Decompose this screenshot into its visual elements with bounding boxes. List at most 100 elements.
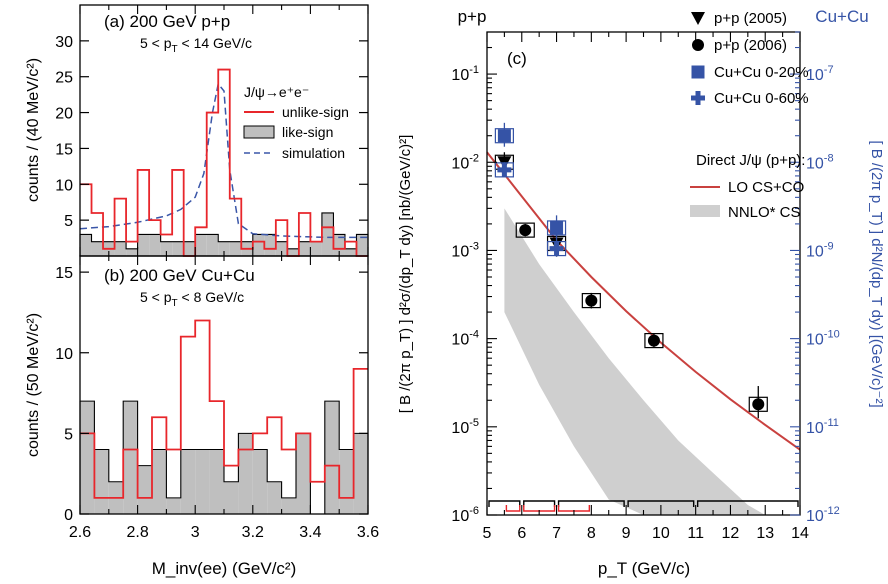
like-sign-bin (195, 449, 210, 514)
legend-label: Cu+Cu 0-20% (714, 64, 809, 81)
like-sign-bin (80, 234, 92, 256)
like-sign-bin (344, 248, 357, 256)
like-sign-bin (252, 449, 268, 514)
bin-bracket (488, 500, 521, 507)
like-sign-bin (252, 234, 265, 256)
like-sign-bin (137, 234, 150, 256)
like-sign-bin (287, 248, 299, 256)
y-right-tick-label: 10-9 (806, 240, 834, 260)
legend-like-sign-label: like-sign (282, 124, 333, 140)
like-sign-bin (209, 449, 224, 514)
y-right-tick-label: 10-8 (806, 152, 834, 172)
x-tick-label: 5 (483, 525, 492, 542)
like-sign-bin (324, 401, 340, 514)
syst-box (515, 222, 535, 238)
unlike-sign-step (80, 68, 368, 257)
data-point (497, 162, 512, 177)
simulation-curve (79, 82, 368, 239)
like-sign-bin (160, 241, 173, 256)
syst-box (546, 220, 567, 236)
y-right-tick-label: 10-11 (806, 417, 839, 437)
like-sign-bin (137, 465, 152, 514)
panel-c: 5 6 7 8 9 10 11 12 13 1410-610-510-410-310-210-11… (397, 7, 885, 578)
panel-c-plot-area (486, 122, 801, 515)
panel-c-right-title: Cu+Cu (815, 7, 868, 26)
data-point (519, 224, 532, 237)
panel-b-plot-area (79, 319, 369, 515)
like-sign-bin (229, 241, 242, 256)
legend-heading: Direct J/ψ (p+p): (696, 152, 805, 169)
legend-like-sign-swatch (243, 125, 275, 139)
like-sign-bin (123, 401, 138, 514)
legend-label: p+p (2006) (714, 37, 787, 54)
y-tick-label: 10 (55, 177, 73, 194)
x-tick-label: 14 (791, 525, 809, 542)
like-sign-outline (79, 212, 369, 256)
panel-b-cut-label: 5 < pT < 8 GeV/c (140, 289, 244, 309)
like-sign-bin (333, 234, 345, 256)
like-sign-bin (195, 234, 207, 256)
legend-label: p+p (2005) (714, 10, 787, 27)
x-tick-label: 2.6 (69, 524, 91, 541)
data-point (752, 398, 765, 411)
y-right-tick-label: 10-10 (806, 329, 840, 349)
bin-bracket (523, 500, 556, 507)
y-left-tick-label: 10-5 (451, 417, 479, 437)
y-left-tick-label: 10-6 (451, 505, 479, 525)
panel-b: 0 5 10 15 2.6 2.8 3 3.2 3.4 3.6 (b) 200 GeV Cu+C… (25, 255, 379, 578)
bin-bracket (557, 500, 625, 507)
like-sign-outline (79, 400, 369, 515)
panel-c-left-title: p+p (458, 7, 487, 26)
y-right-tick-label: 10-7 (806, 64, 834, 84)
like-sign-bin (264, 234, 276, 256)
like-sign-bin (224, 481, 239, 514)
legend-marker (691, 12, 705, 25)
lo-cs-co-curve (486, 151, 801, 451)
syst-box (748, 396, 768, 412)
legend-marker (692, 39, 704, 51)
panel-a-legend-title: J/ψ→e⁺e⁻ (244, 84, 309, 100)
like-sign-bin (152, 449, 167, 514)
like-sign-bin (172, 241, 184, 256)
panel-c-label: (c) (507, 49, 527, 68)
y-tick-label: 15 (55, 141, 73, 158)
syst-box (494, 128, 514, 144)
legend-label: LO CS+CO (728, 179, 804, 196)
like-sign-bin (238, 433, 253, 514)
bin-bracket-red (505, 505, 521, 512)
like-sign-bin (166, 497, 181, 514)
panel-b-y-axis-label: counts / (50 MeV/c²) (25, 313, 42, 457)
bin-bracket (696, 500, 799, 507)
panel-b-x-axis-label: M_inv(ee) (GeV/c²) (152, 559, 297, 578)
y-tick-label: 10 (55, 346, 73, 363)
panel-b-label: (b) 200 GeV Cu+Cu (104, 266, 255, 285)
data-point (549, 241, 564, 256)
legend-label: NNLO* CS (728, 204, 801, 221)
like-sign-bin (275, 241, 288, 256)
data-point (585, 294, 598, 307)
legend-simulation-label: simulation (282, 145, 345, 161)
panel-b-y-ticks: 0 5 10 15 (55, 256, 369, 524)
x-tick-label: 8 (587, 525, 596, 542)
y-right-tick-label: 10-12 (806, 505, 840, 525)
like-sign-bin (296, 433, 311, 514)
syst-box (581, 292, 601, 309)
like-sign-bin (183, 241, 196, 256)
y-tick-label: 0 (64, 507, 73, 524)
panel-a-legend: J/ψ→e⁺e⁻ unlike-sign like-sign simulatio… (243, 84, 349, 161)
legend-marker (691, 91, 705, 105)
y-left-tick-label: 10-2 (451, 152, 479, 172)
x-tick-label: 7 (552, 525, 561, 542)
like-sign-bin (267, 481, 282, 514)
y-tick-label: 20 (55, 106, 73, 123)
x-tick-label: 9 (622, 525, 631, 542)
legend-label: Cu+Cu 0-60% (714, 90, 809, 107)
syst-box (644, 332, 664, 349)
like-sign-bin (321, 212, 334, 256)
legend-nnlo-swatch (690, 205, 720, 217)
x-tick-label: 13 (756, 525, 774, 542)
like-sign-bin (353, 433, 368, 514)
x-tick-label: 3.4 (299, 524, 321, 541)
y-left-tick-label: 10-1 (451, 64, 479, 84)
